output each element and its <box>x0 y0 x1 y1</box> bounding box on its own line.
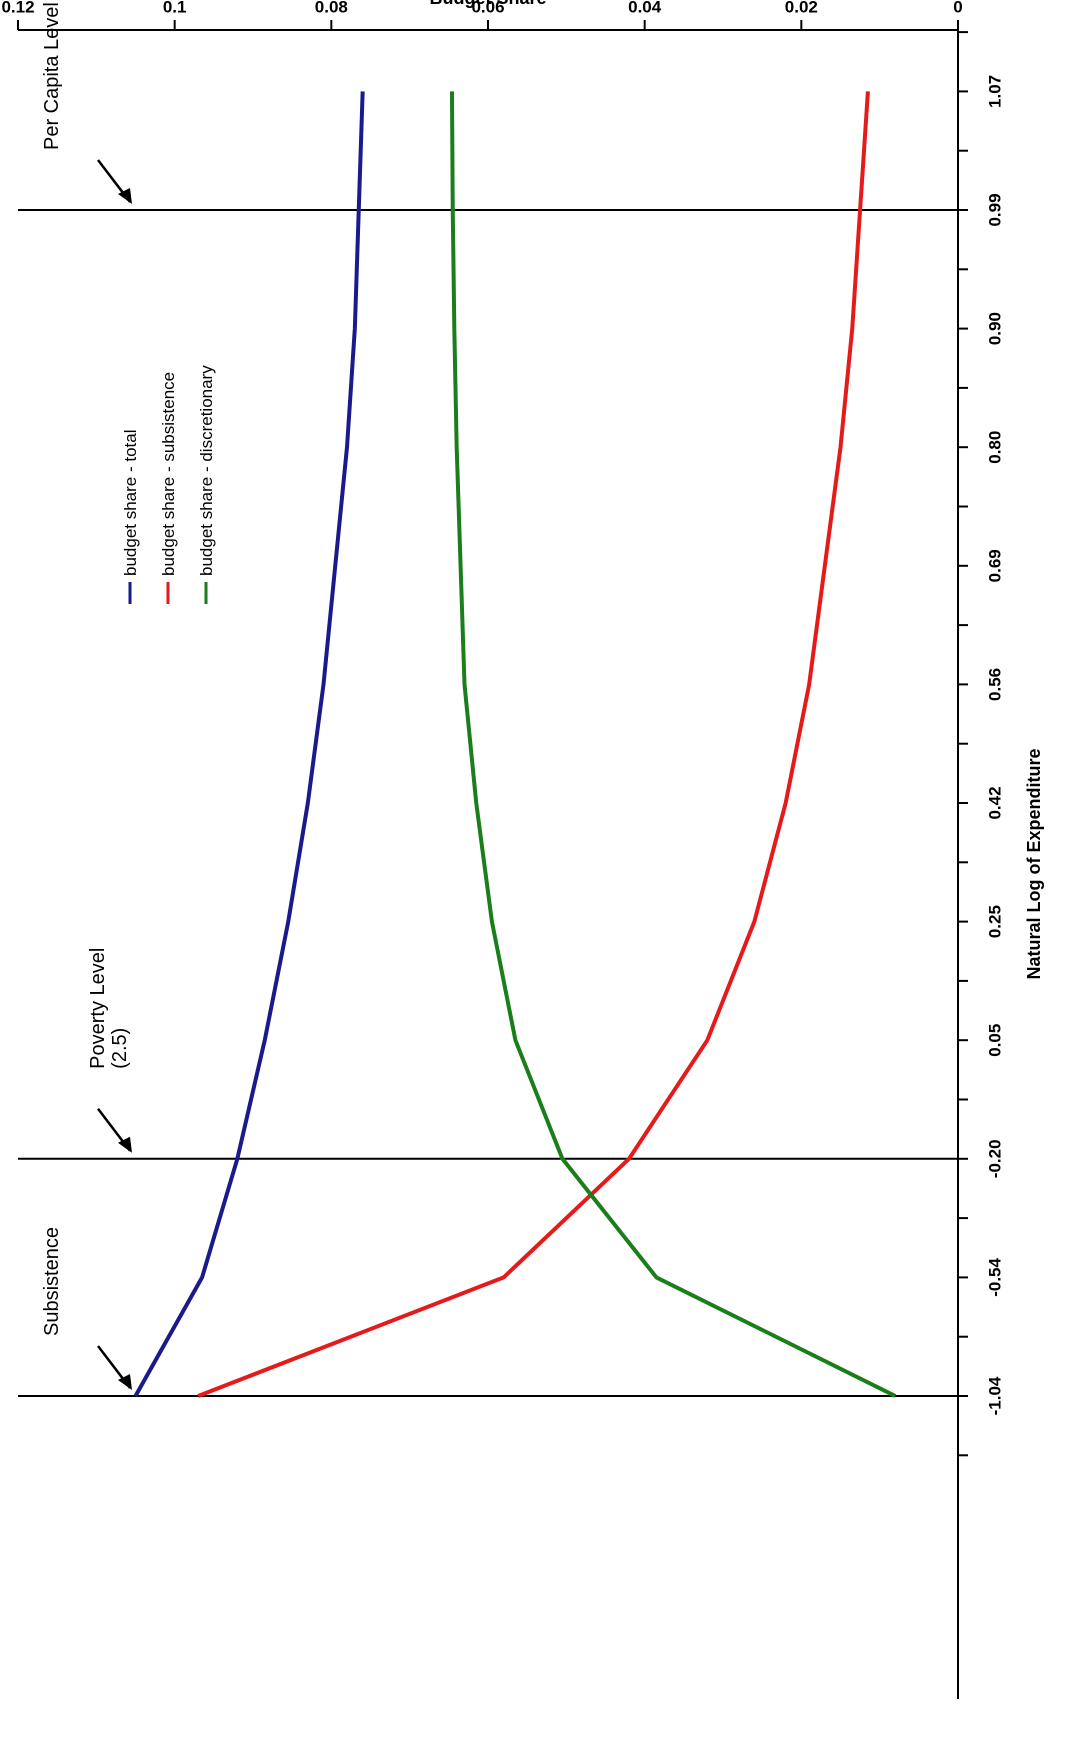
arrowhead <box>118 1374 132 1390</box>
reference-line-label: Per Capita Level <box>41 2 63 150</box>
reference-line-sublabel: (2.5) <box>109 1028 131 1069</box>
x-axis-title: Natural Log of Expenditure <box>1024 748 1044 979</box>
series-line <box>133 91 365 1397</box>
legend-label: budget share - total <box>121 430 140 576</box>
reference-line-label: Subsistence <box>41 1227 63 1336</box>
x-tick-label: 0.25 <box>985 905 1004 938</box>
x-tick-label: 1.07 <box>985 75 1004 108</box>
y-tick-label: 0.08 <box>315 0 348 16</box>
x-tick-label: 0.56 <box>985 668 1004 701</box>
x-tick-label: 0.80 <box>985 431 1004 464</box>
series-line <box>197 91 870 1398</box>
y-tick-label: 0.12 <box>1 0 34 16</box>
x-tick-label: 0.42 <box>985 786 1004 819</box>
y-tick-label: 0 <box>953 0 962 16</box>
x-tick-label: 0.99 <box>985 193 1004 226</box>
legend-label: budget share - discretionary <box>197 365 216 576</box>
series-line <box>449 91 897 1398</box>
arrowhead <box>118 1136 132 1153</box>
y-axis-title: Budget Share <box>429 0 546 8</box>
x-tick-label: -0.20 <box>985 1139 1004 1178</box>
x-tick-label: 0.69 <box>985 549 1004 582</box>
x-tick-label: -1.04 <box>985 1376 1004 1415</box>
x-tick-label: 0.05 <box>985 1024 1004 1057</box>
y-tick-label: 0.1 <box>163 0 187 16</box>
y-tick-label: 0.06 <box>471 0 504 16</box>
arrowhead <box>118 188 132 204</box>
x-tick-label: -0.54 <box>985 1257 1004 1296</box>
reference-line-label: Poverty Level <box>87 948 109 1069</box>
y-tick-label: 0.02 <box>785 0 818 16</box>
legend-label: budget share - subsistence <box>159 372 178 576</box>
y-tick-label: 0.04 <box>628 0 662 16</box>
x-tick-label: 0.90 <box>985 312 1004 345</box>
